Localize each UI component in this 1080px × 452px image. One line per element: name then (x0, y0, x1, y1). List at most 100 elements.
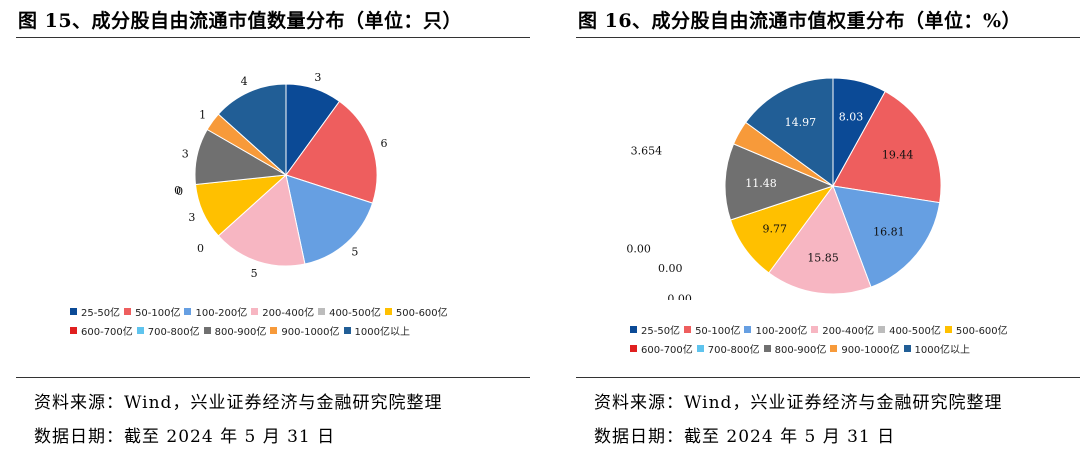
legend-label: 50-100亿 (135, 308, 181, 319)
data-label: 0 (197, 242, 204, 255)
data-label: 5 (351, 246, 358, 259)
legend-swatch (384, 308, 392, 315)
pie-slice-1000亿以上 (217, 83, 287, 177)
legend-item: 25-50亿 (630, 322, 680, 337)
legend-label: 25-50亿 (81, 308, 121, 319)
legend-swatch (944, 326, 952, 333)
legend-swatch (184, 308, 192, 315)
pie-slice-800-900亿 (724, 143, 835, 221)
legend-label: 1000亿以上 (354, 327, 410, 338)
legend-item: 500-600亿 (384, 304, 448, 319)
legend-label: 500-600亿 (395, 308, 448, 319)
legend-item: 500-600亿 (944, 322, 1008, 337)
source-note: 资料来源：Wind，兴业证券经济与金融研究院整理 (594, 393, 1003, 413)
data-label: 15.85 (807, 251, 839, 264)
legend-label: 700-800亿 (707, 345, 760, 356)
chart-title: 图 16、成分股自由流通市值权重分布（单位：%） (578, 10, 1022, 32)
legend-item: 100-200亿 (744, 322, 807, 337)
legend-swatch (744, 326, 752, 333)
legend-label: 900-1000亿 (281, 327, 340, 338)
legend-label: 400-500亿 (889, 326, 941, 337)
legend-swatch (343, 327, 351, 334)
title-divider (576, 37, 1080, 38)
pie-slice-200-400亿 (217, 174, 306, 267)
data-label: 0.00 (658, 262, 683, 275)
pie-slice-200-400亿 (768, 184, 872, 295)
legend-label: 1000亿以上 (914, 345, 970, 356)
legend-item: 200-400亿 (251, 304, 314, 319)
legend-label: 100-200亿 (195, 308, 248, 319)
legend-label: 500-600亿 (955, 326, 1008, 337)
legend-label: 400-500亿 (329, 308, 381, 319)
data-label: 0 (176, 185, 183, 198)
legend-item: 600-700亿 (70, 323, 133, 338)
data-label: 3.654 (631, 145, 663, 158)
legend-item: 200-400亿 (811, 322, 874, 337)
legend-swatch (684, 326, 692, 333)
legend-item: 50-100亿 (124, 304, 180, 319)
legend-swatch (763, 345, 771, 352)
date-note: 数据日期：截至 2024 年 5 月 31 日 (34, 427, 336, 447)
data-label: 11.48 (745, 177, 777, 190)
legend-item: 400-500亿 (878, 322, 941, 337)
data-label: 16.81 (873, 225, 905, 238)
legend-swatch (270, 327, 278, 334)
data-label: 1 (199, 108, 206, 121)
legend-label: 50-100亿 (695, 326, 741, 337)
pie-slice-50-100亿 (832, 90, 942, 204)
legend-swatch (124, 308, 132, 315)
pie-slice-50-100亿 (285, 100, 378, 204)
legend-item: 900-1000亿 (270, 323, 340, 338)
legend-item: 800-900亿 (763, 341, 827, 356)
chart-title: 图 15、成分股自由流通市值数量分布（单位：只） (18, 10, 463, 32)
data-label: 9.77 (762, 222, 787, 235)
legend-item: 800-900亿 (203, 323, 267, 338)
legend-item: 700-800亿 (136, 323, 200, 338)
legend-swatch (70, 327, 77, 334)
legend-label: 600-700亿 (81, 327, 133, 338)
legend-swatch (811, 326, 819, 333)
data-label: 6 (380, 137, 387, 150)
legend-swatch (830, 345, 838, 352)
title-divider (16, 37, 530, 38)
legend-item: 900-1000亿 (830, 341, 900, 356)
chart-legend: 25-50亿 50-100亿 100-200亿 200-400亿 400-500亿 500… (70, 302, 452, 340)
pie-slice-100-200亿 (832, 185, 941, 288)
data-label: 0.00 (626, 243, 651, 256)
legend-label: 100-200亿 (755, 326, 808, 337)
data-label: 8.03 (839, 110, 864, 123)
legend-label: 200-400亿 (822, 326, 875, 337)
legend-swatch (630, 326, 637, 333)
legend-swatch (251, 308, 259, 315)
legend-item: 25-50亿 (70, 304, 120, 319)
legend-swatch (203, 327, 211, 334)
legend-label: 800-900亿 (774, 345, 827, 356)
pie-slice-100-200亿 (285, 174, 374, 265)
pie-chart-weight: 8.03 19.44 16.81 15.85 0.00 9.77 0.00 0.00 11.48… (626, 77, 942, 300)
data-label: 3 (182, 148, 189, 161)
legend-swatch (903, 345, 911, 352)
data-label: 0.00 (667, 293, 692, 300)
pie-slice-1000亿以上 (745, 77, 834, 187)
data-label: 14.97 (785, 116, 817, 129)
legend-swatch (318, 308, 326, 315)
legend-item: 600-700亿 (630, 341, 693, 356)
legend-row: 25-50亿 50-100亿 100-200亿 200-400亿 400-500亿 500… (70, 302, 452, 321)
legend-label: 800-900亿 (214, 327, 267, 338)
source-note: 资料来源：Wind，兴业证券经济与金融研究院整理 (34, 393, 443, 413)
data-label: 3 (314, 71, 321, 84)
chart-panel-weight: 图 16、成分股自由流通市值权重分布（单位：%） 8.03 19.44 16.81 1… (560, 0, 1080, 452)
legend-label: 25-50亿 (641, 326, 681, 337)
legend-label: 600-700亿 (641, 345, 693, 356)
legend-swatch (70, 308, 77, 315)
data-label: 19.44 (882, 148, 914, 161)
legend-swatch (878, 326, 886, 333)
legend-item: 1000亿以上 (903, 341, 970, 356)
date-note: 数据日期：截至 2024 年 5 月 31 日 (594, 427, 896, 447)
legend-label: 700-800亿 (147, 327, 200, 338)
footer-divider (576, 377, 1080, 378)
legend-swatch (696, 345, 704, 352)
data-label: 4 (241, 75, 248, 88)
